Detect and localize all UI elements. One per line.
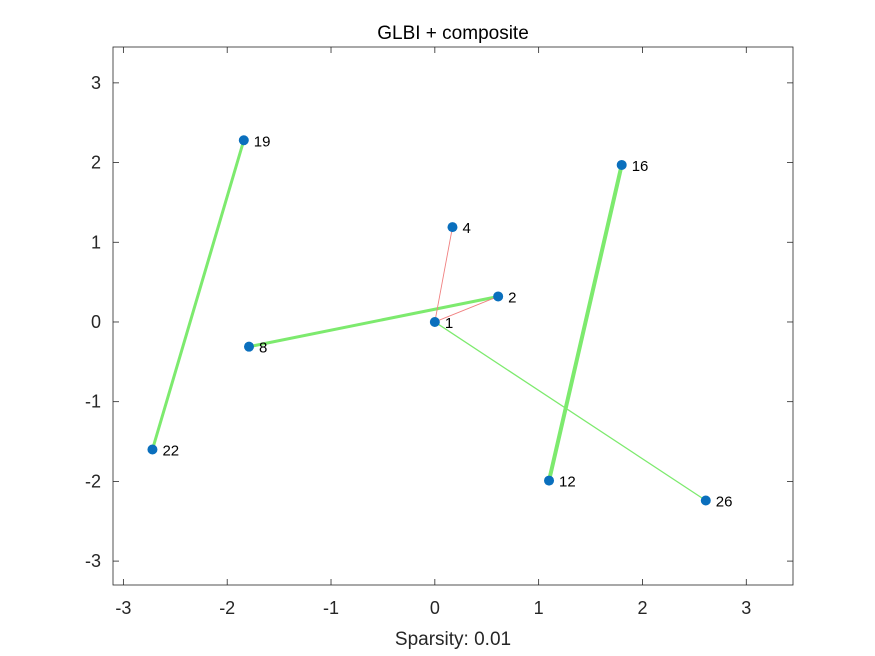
x-tick-label: 3 [741, 598, 751, 618]
x-tick-label: 0 [430, 598, 440, 618]
edge-1-2 [434, 296, 499, 323]
chart-title: GLBI + composite [377, 23, 529, 44]
x-tick-label: -1 [323, 598, 339, 618]
y-tick-label: -3 [85, 551, 101, 571]
edge-16-12 [547, 162, 624, 483]
x-tick-label: -2 [219, 598, 235, 618]
y-tick-label: 0 [91, 312, 101, 332]
edges-layer [150, 138, 707, 502]
node-label-2: 2 [508, 289, 516, 306]
x-axis-label: Sparsity: 0.01 [395, 629, 511, 650]
node-label-26: 26 [716, 494, 733, 511]
edge-19-22 [150, 138, 246, 452]
node-point-16 [616, 159, 627, 170]
node-point-4 [447, 222, 458, 233]
y-tick-label: -2 [85, 471, 101, 491]
node-label-4: 4 [462, 220, 470, 237]
y-tick-label: 2 [91, 153, 101, 173]
node-point-8 [244, 341, 254, 352]
node-point-22 [147, 444, 158, 455]
node-label-19: 19 [254, 133, 271, 150]
x-tick-label: 2 [637, 598, 647, 618]
y-tick-label: 3 [91, 73, 101, 93]
node-label-1: 1 [445, 315, 453, 332]
node-label-12: 12 [559, 474, 576, 491]
node-label-22: 22 [162, 443, 179, 460]
x-tick-label: -3 [115, 598, 131, 618]
y-tick-label: -1 [85, 392, 101, 412]
node-point-2 [493, 291, 504, 302]
node-label-16: 16 [632, 158, 649, 175]
edge-1-4 [434, 226, 453, 323]
y-tick-label: 1 [91, 232, 101, 252]
node-point-26 [700, 495, 711, 506]
node-point-12 [544, 475, 555, 486]
edge-1-26 [434, 321, 707, 502]
node-label-8: 8 [259, 340, 267, 357]
x-tick-label: 1 [534, 598, 544, 618]
plot-area [112, 46, 794, 586]
node-point-1 [429, 316, 440, 327]
node-point-19 [238, 135, 249, 146]
edge-8-2 [247, 294, 500, 349]
